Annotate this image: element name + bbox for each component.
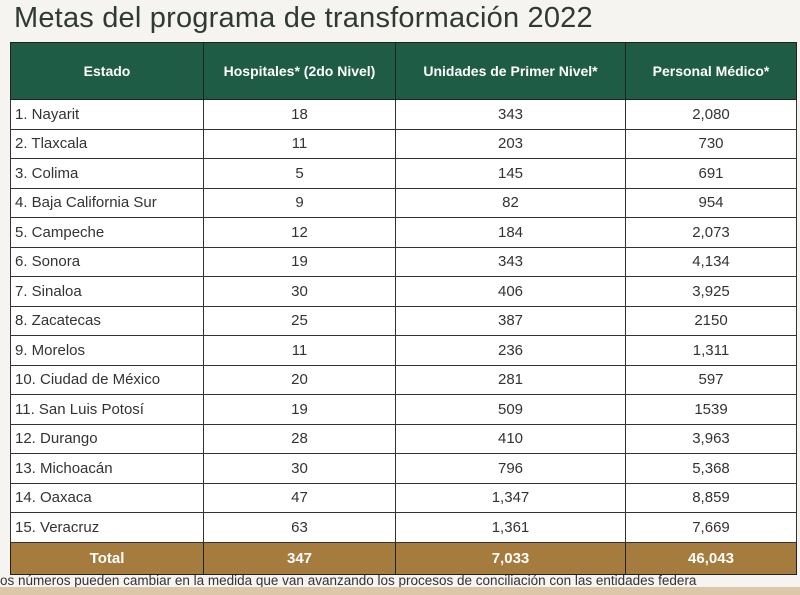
cell-staff: 2150 (625, 305, 797, 336)
cell-units: 796 (395, 453, 626, 484)
cell-state: 11. San Luis Potosí (10, 394, 204, 425)
cell-hospitals: 30 (203, 453, 396, 484)
table-row: 4. Baja California Sur 9 82 954 (10, 187, 797, 218)
cell-state: 15. Veracruz (10, 512, 204, 543)
total-units: 7,033 (395, 541, 626, 575)
table-row: 13. Michoacán 30 796 5,368 (10, 453, 797, 484)
cell-staff: 1,311 (625, 335, 797, 366)
total-hospitals: 347 (203, 541, 396, 575)
table-row: 3. Colima 5 145 691 (10, 158, 797, 189)
cell-units: 145 (395, 158, 626, 189)
cell-units: 1,347 (395, 482, 626, 513)
cell-staff: 3,925 (625, 276, 797, 307)
decorative-band (0, 587, 800, 595)
cell-hospitals: 19 (203, 394, 396, 425)
table-row: 7. Sinaloa 30 406 3,925 (10, 276, 797, 307)
table-row: 9. Morelos 11 236 1,311 (10, 335, 797, 366)
cell-staff: 5,368 (625, 453, 797, 484)
table-row: 11. San Luis Potosí 19 509 1539 (10, 394, 797, 425)
cell-state: 13. Michoacán (10, 453, 204, 484)
cell-units: 387 (395, 305, 626, 336)
goals-table: Estado Hospitales* (2do Nivel) Unidades … (10, 42, 797, 575)
cell-state: 2. Tlaxcala (10, 128, 204, 159)
cell-state: 12. Durango (10, 423, 204, 454)
cell-state: 3. Colima (10, 158, 204, 189)
table-row: 14. Oaxaca 47 1,347 8,859 (10, 482, 797, 513)
cell-staff: 954 (625, 187, 797, 218)
table-row: 10. Ciudad de México 20 281 597 (10, 364, 797, 395)
table-row: 2. Tlaxcala 11 203 730 (10, 128, 797, 159)
table-row: 12. Durango 28 410 3,963 (10, 423, 797, 454)
total-staff: 46,043 (625, 541, 797, 575)
cell-hospitals: 28 (203, 423, 396, 454)
cell-units: 410 (395, 423, 626, 454)
cell-units: 236 (395, 335, 626, 366)
cell-state: 4. Baja California Sur (10, 187, 204, 218)
cell-hospitals: 47 (203, 482, 396, 513)
cell-hospitals: 5 (203, 158, 396, 189)
cell-units: 281 (395, 364, 626, 395)
total-row: Total 347 7,033 46,043 (10, 541, 797, 575)
cell-hospitals: 9 (203, 187, 396, 218)
footnote: os números pueden cambiar en la medida q… (0, 573, 697, 588)
cell-hospitals: 63 (203, 512, 396, 543)
cell-staff: 8,859 (625, 482, 797, 513)
cell-units: 343 (395, 246, 626, 277)
cell-units: 203 (395, 128, 626, 159)
cell-hospitals: 11 (203, 335, 396, 366)
cell-state: 14. Oaxaca (10, 482, 204, 513)
cell-state: 9. Morelos (10, 335, 204, 366)
cell-staff: 2,073 (625, 217, 797, 248)
table-row: 8. Zacatecas 25 387 2150 (10, 305, 797, 336)
cell-hospitals: 25 (203, 305, 396, 336)
cell-staff: 691 (625, 158, 797, 189)
cell-state: 5. Campeche (10, 217, 204, 248)
cell-units: 184 (395, 217, 626, 248)
table-row: 6. Sonora 19 343 4,134 (10, 246, 797, 277)
cell-state: 8. Zacatecas (10, 305, 204, 336)
cell-state: 10. Ciudad de México (10, 364, 204, 395)
cell-state: 7. Sinaloa (10, 276, 204, 307)
cell-hospitals: 18 (203, 99, 396, 130)
cell-units: 406 (395, 276, 626, 307)
cell-staff: 730 (625, 128, 797, 159)
table-header: Estado Hospitales* (2do Nivel) Unidades … (10, 42, 797, 100)
cell-staff: 3,963 (625, 423, 797, 454)
page-title: Metas del programa de transformación 202… (14, 2, 593, 34)
cell-hospitals: 12 (203, 217, 396, 248)
table-row: 1. Nayarit 18 343 2,080 (10, 99, 797, 130)
header-estado: Estado (10, 42, 204, 100)
header-hospitales: Hospitales* (2do Nivel) (203, 42, 396, 100)
cell-staff: 4,134 (625, 246, 797, 277)
cell-state: 1. Nayarit (10, 99, 204, 130)
table-row: 5. Campeche 12 184 2,073 (10, 217, 797, 248)
cell-units: 1,361 (395, 512, 626, 543)
cell-staff: 597 (625, 364, 797, 395)
cell-hospitals: 11 (203, 128, 396, 159)
cell-units: 509 (395, 394, 626, 425)
cell-units: 343 (395, 99, 626, 130)
table-row: 15. Veracruz 63 1,361 7,669 (10, 512, 797, 543)
cell-staff: 7,669 (625, 512, 797, 543)
cell-staff: 2,080 (625, 99, 797, 130)
cell-hospitals: 19 (203, 246, 396, 277)
total-state: Total (10, 541, 204, 575)
cell-staff: 1539 (625, 394, 797, 425)
cell-hospitals: 20 (203, 364, 396, 395)
cell-hospitals: 30 (203, 276, 396, 307)
header-unidades: Unidades de Primer Nivel* (395, 42, 626, 100)
header-personal: Personal Médico* (625, 42, 797, 100)
cell-units: 82 (395, 187, 626, 218)
cell-state: 6. Sonora (10, 246, 204, 277)
